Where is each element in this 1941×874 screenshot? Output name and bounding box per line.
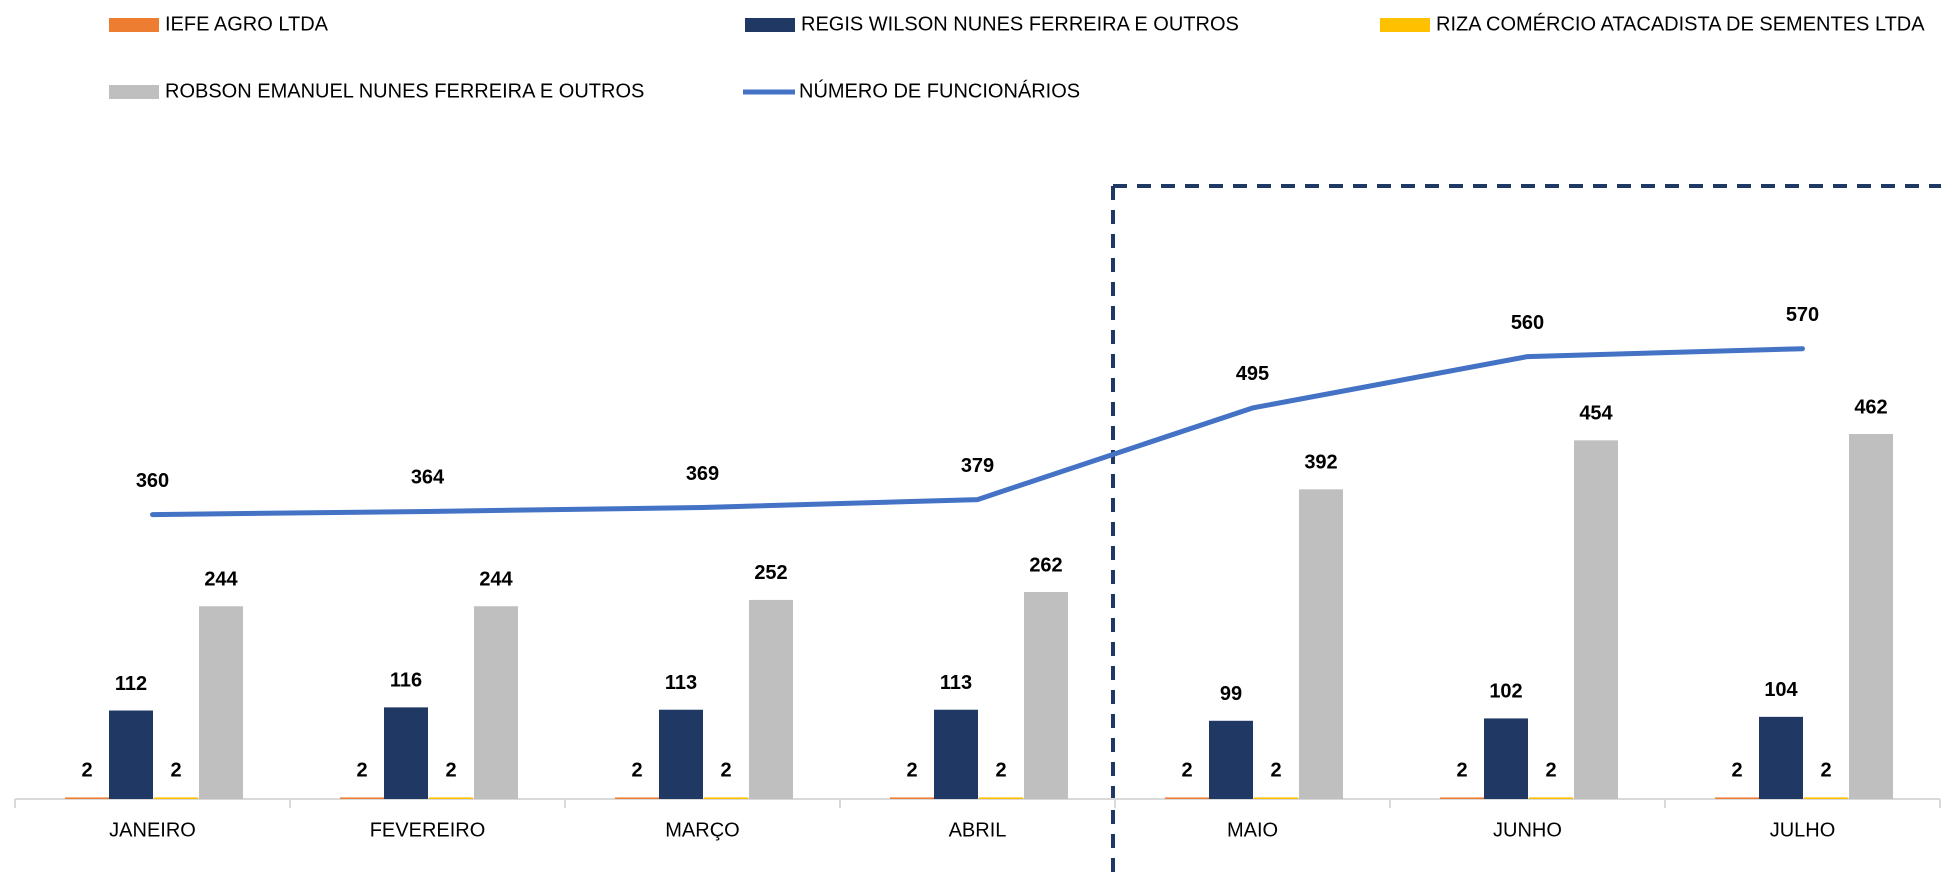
data-label: 113 <box>665 672 697 694</box>
bar <box>749 599 793 799</box>
x-tick-label: ABRIL <box>949 819 1007 841</box>
data-label: 2 <box>720 760 731 782</box>
data-label: 2 <box>906 760 917 782</box>
data-label: 495 <box>1236 363 1269 385</box>
data-label: 462 <box>1854 396 1887 418</box>
bar <box>1209 720 1253 799</box>
bar <box>934 709 978 799</box>
data-label: 112 <box>115 673 147 695</box>
legend-swatch <box>109 85 159 99</box>
legend-label: RIZA COMÉRCIO ATACADISTA DE SEMENTES LTD… <box>1436 12 1925 35</box>
x-tick-label: JULHO <box>1770 819 1836 841</box>
data-label: 262 <box>1029 554 1062 576</box>
bar <box>109 710 153 799</box>
bar <box>1440 797 1484 799</box>
data-label: 379 <box>961 455 994 477</box>
bar <box>704 797 748 799</box>
bar <box>384 707 428 799</box>
data-label: 2 <box>445 760 456 782</box>
bar <box>474 606 518 799</box>
data-label: 2 <box>1820 760 1831 782</box>
data-label: 2 <box>81 760 92 782</box>
bar <box>1715 797 1759 799</box>
bar <box>1574 440 1618 799</box>
bar <box>199 606 243 799</box>
data-label: 570 <box>1786 304 1819 326</box>
x-tick-label: JUNHO <box>1493 819 1562 841</box>
data-label: 252 <box>754 562 787 584</box>
bar <box>429 797 473 799</box>
bar <box>979 797 1023 799</box>
bar <box>1529 797 1573 799</box>
x-tick-label: JANEIRO <box>109 819 196 841</box>
data-label: 2 <box>1181 760 1192 782</box>
legend-label: ROBSON EMANUEL NUNES FERREIRA E OUTROS <box>165 80 644 102</box>
data-label: 360 <box>136 470 169 492</box>
legend-label: REGIS WILSON NUNES FERREIRA E OUTROS <box>801 13 1239 35</box>
data-label: 2 <box>631 760 642 782</box>
bar <box>340 797 384 799</box>
bar <box>659 709 703 799</box>
bar <box>1024 592 1068 799</box>
data-label: 369 <box>686 463 719 485</box>
bar <box>65 797 109 799</box>
bar <box>1804 797 1848 799</box>
data-label: 99 <box>1220 683 1242 705</box>
data-label: 116 <box>390 670 422 692</box>
bar <box>890 797 934 799</box>
data-label: 2 <box>995 760 1006 782</box>
legend-label: IEFE AGRO LTDA <box>165 13 329 35</box>
bar <box>1849 434 1893 799</box>
data-label: 244 <box>204 569 238 591</box>
data-label: 104 <box>1764 679 1798 701</box>
data-label: 2 <box>1731 760 1742 782</box>
legend-swatch <box>109 18 159 32</box>
legend-label: NÚMERO DE FUNCIONÁRIOS <box>799 79 1080 102</box>
bar <box>1484 718 1528 799</box>
data-label: 2 <box>356 760 367 782</box>
x-tick-label: MAIO <box>1227 819 1278 841</box>
data-label: 102 <box>1489 681 1522 703</box>
bar <box>615 797 659 799</box>
legend-swatch <box>1380 18 1430 32</box>
bar <box>154 797 198 799</box>
data-label: 560 <box>1511 312 1544 334</box>
bar <box>1165 797 1209 799</box>
x-tick-label: MARÇO <box>665 819 739 841</box>
line <box>150 346 1805 518</box>
legend-swatch <box>745 18 795 32</box>
bar <box>1254 797 1298 799</box>
bar <box>1759 716 1803 799</box>
data-label: 364 <box>411 467 445 489</box>
data-label: 244 <box>479 569 513 591</box>
data-label: 392 <box>1304 452 1337 474</box>
data-label: 2 <box>170 760 181 782</box>
x-tick-label: FEVEREIRO <box>370 819 486 841</box>
data-label: 454 <box>1579 403 1613 425</box>
data-label: 2 <box>1545 760 1556 782</box>
data-label: 2 <box>1270 760 1281 782</box>
bar <box>1299 489 1343 799</box>
data-label: 113 <box>940 672 972 694</box>
data-label: 2 <box>1456 760 1467 782</box>
